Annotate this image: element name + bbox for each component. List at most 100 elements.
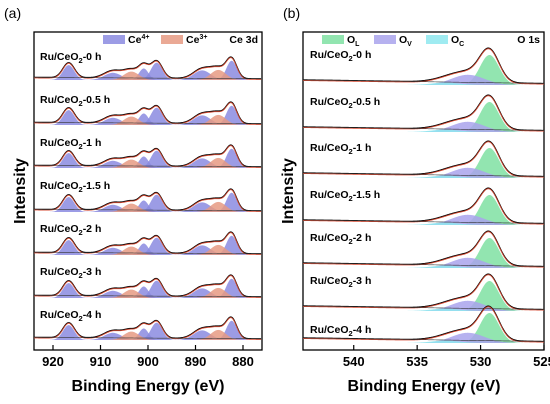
b-legend-title: O 1s	[517, 34, 540, 46]
b-baseline-5	[302, 305, 545, 310]
panel-b-label: (b)	[283, 5, 300, 21]
b-baseline-2	[302, 172, 545, 177]
a-peak-Ce4plus-5-3	[133, 280, 179, 298]
b-peak-OL-4-0	[451, 238, 528, 268]
a-peak-Ce4plus-5-4	[167, 288, 236, 298]
a-peak-Ce4plus-5-5	[210, 278, 253, 298]
a-peak-Ce4plus-1-0	[45, 110, 91, 125]
a-baseline-1	[33, 122, 262, 125]
a-peak-Ce4plus-2-4	[167, 158, 236, 168]
panel-a-legend: Ce4+ Ce3+ Ce 3d	[103, 34, 258, 46]
panel-a-plot-area	[33, 56, 262, 340]
a-peak-Ce4plus-0-2	[124, 68, 163, 80]
a-peak-Ce4plus-6-5	[210, 320, 253, 340]
b-fit-6	[302, 306, 545, 343]
b-baseline-0	[302, 79, 545, 84]
a-peak-Ce4plus-5-0	[45, 283, 91, 298]
b-x-tick-label-3: 525	[533, 354, 550, 369]
a-legend-swatch-0	[103, 35, 125, 44]
a-peak-Ce3plus-3-1	[187, 201, 249, 212]
b-legend-label-2: OC	[451, 34, 464, 48]
a-peak-Ce3plus-1-0	[100, 116, 162, 125]
a-peak-Ce3plus-2-0	[100, 159, 162, 168]
b-peak-OV-5-0	[401, 300, 534, 311]
b-fit-1	[302, 95, 545, 132]
b-fit-5	[302, 274, 545, 311]
a-fit-5	[33, 275, 262, 298]
a-peak-Ce3plus-5-0	[100, 289, 162, 298]
a-fit-2	[33, 145, 262, 168]
a-peak-Ce4plus-1-4	[167, 115, 236, 125]
b-baseline-6	[302, 337, 545, 342]
b-spectrum-1	[302, 94, 545, 132]
b-spectrum-2	[302, 140, 545, 178]
panel-a-x-ticks: 920 910 900 890 880	[42, 345, 254, 369]
panel-a-label: (a)	[4, 5, 21, 21]
b-sample-label-3: Ru/CeO2-1.5 h	[310, 189, 380, 203]
a-peak-Ce4plus-6-2	[124, 328, 163, 340]
a-spectrum-1	[33, 101, 262, 125]
a-spectrum-3	[33, 188, 262, 212]
b-peak-OC-6-0	[389, 340, 501, 343]
b-baseline-3	[302, 219, 545, 224]
panel-b-y-axis-title: Intensity	[280, 158, 297, 224]
b-peak-OL-1-0	[451, 102, 528, 132]
b-peak-OV-6-0	[401, 332, 534, 343]
a-peak-Ce4plus-6-3	[133, 322, 179, 340]
b-peak-OV-4-0	[401, 257, 534, 268]
b-peak-OC-2-0	[389, 175, 501, 178]
b-baseline-1	[302, 126, 545, 131]
panel-b-sample-labels: Ru/CeO2-0 h Ru/CeO2-0.5 h Ru/CeO2-1 h Ru/Ce…	[310, 49, 380, 338]
a-peak-Ce3plus-5-1	[187, 287, 249, 298]
a-peak-Ce4plus-4-5	[210, 235, 253, 255]
b-sample-label-4: Ru/CeO2-2 h	[310, 232, 371, 246]
a-fit-4	[33, 232, 262, 255]
a-peak-Ce3plus-4-1	[187, 244, 249, 255]
a-peak-Ce4plus-0-4	[167, 70, 236, 80]
a-peak-Ce4plus-4-3	[133, 237, 179, 255]
a-baseline-4	[33, 252, 262, 255]
b-fit-4	[302, 231, 545, 268]
b-legend-swatch-0	[322, 35, 344, 44]
a-sample-label-1: Ru/CeO2-0.5 h	[40, 94, 110, 108]
panel-b-frame	[302, 31, 545, 351]
a-fit-1	[33, 102, 262, 125]
a-spectrum-4	[33, 231, 262, 255]
a-peak-Ce4plus-3-5	[210, 192, 253, 212]
panel-a-y-axis-title: Intensity	[12, 158, 29, 224]
panel-b-x-ticks: 540 535 530 525	[343, 345, 550, 369]
panel-a: (a) 920 910 900 890 880 Ru/CeO2-0 hRu/CeO2-0…	[4, 5, 263, 395]
a-baseline-2	[33, 165, 262, 168]
b-sample-label-0: Ru/CeO2-0 h	[310, 49, 371, 63]
a-sample-label-2: Ru/CeO2-1 h	[40, 137, 101, 151]
a-fit-3	[33, 189, 262, 212]
b-peak-OV-0-0	[401, 74, 534, 85]
b-legend-label-0: OL	[347, 34, 360, 48]
b-spectrum-6	[302, 305, 545, 343]
a-legend-label-1: Ce3+	[186, 34, 207, 46]
a-x-tick-label-4: 880	[232, 354, 254, 369]
a-peak-Ce4plus-5-1	[78, 290, 147, 298]
b-peak-OV-2-0	[401, 167, 534, 178]
panel-b: (b) 540 535 530 525 Ru/CeO2-0 h Ru/CeO2-0.5 …	[280, 5, 550, 395]
a-peak-Ce4plus-1-3	[133, 107, 179, 125]
b-spectrum-5	[302, 273, 545, 311]
b-peak-OC-5-0	[389, 308, 501, 311]
b-sample-label-5: Ru/CeO2-3 h	[310, 275, 371, 289]
b-peak-OL-5-0	[451, 281, 528, 311]
a-peak-Ce4plus-2-5	[210, 148, 253, 168]
a-peak-Ce4plus-0-1	[78, 72, 147, 80]
a-peak-Ce4plus-3-3	[133, 194, 179, 212]
a-peak-Ce4plus-3-1	[78, 204, 147, 212]
a-peak-Ce3plus-3-0	[100, 203, 162, 212]
b-sample-label-6: Ru/CeO2-4 h	[310, 324, 371, 338]
b-legend-label-1: OV	[399, 34, 412, 48]
b-x-tick-label-0: 540	[343, 354, 365, 369]
a-sample-label-3: Ru/CeO2-1.5 h	[40, 180, 110, 194]
a-peak-Ce4plus-1-1	[78, 117, 147, 125]
a-peak-Ce4plus-4-1	[78, 247, 147, 255]
b-sample-label-2: Ru/CeO2-1 h	[310, 142, 371, 156]
panel-b-x-axis-title: Binding Energy (eV)	[348, 378, 501, 395]
b-x-tick-label-1: 535	[406, 354, 428, 369]
